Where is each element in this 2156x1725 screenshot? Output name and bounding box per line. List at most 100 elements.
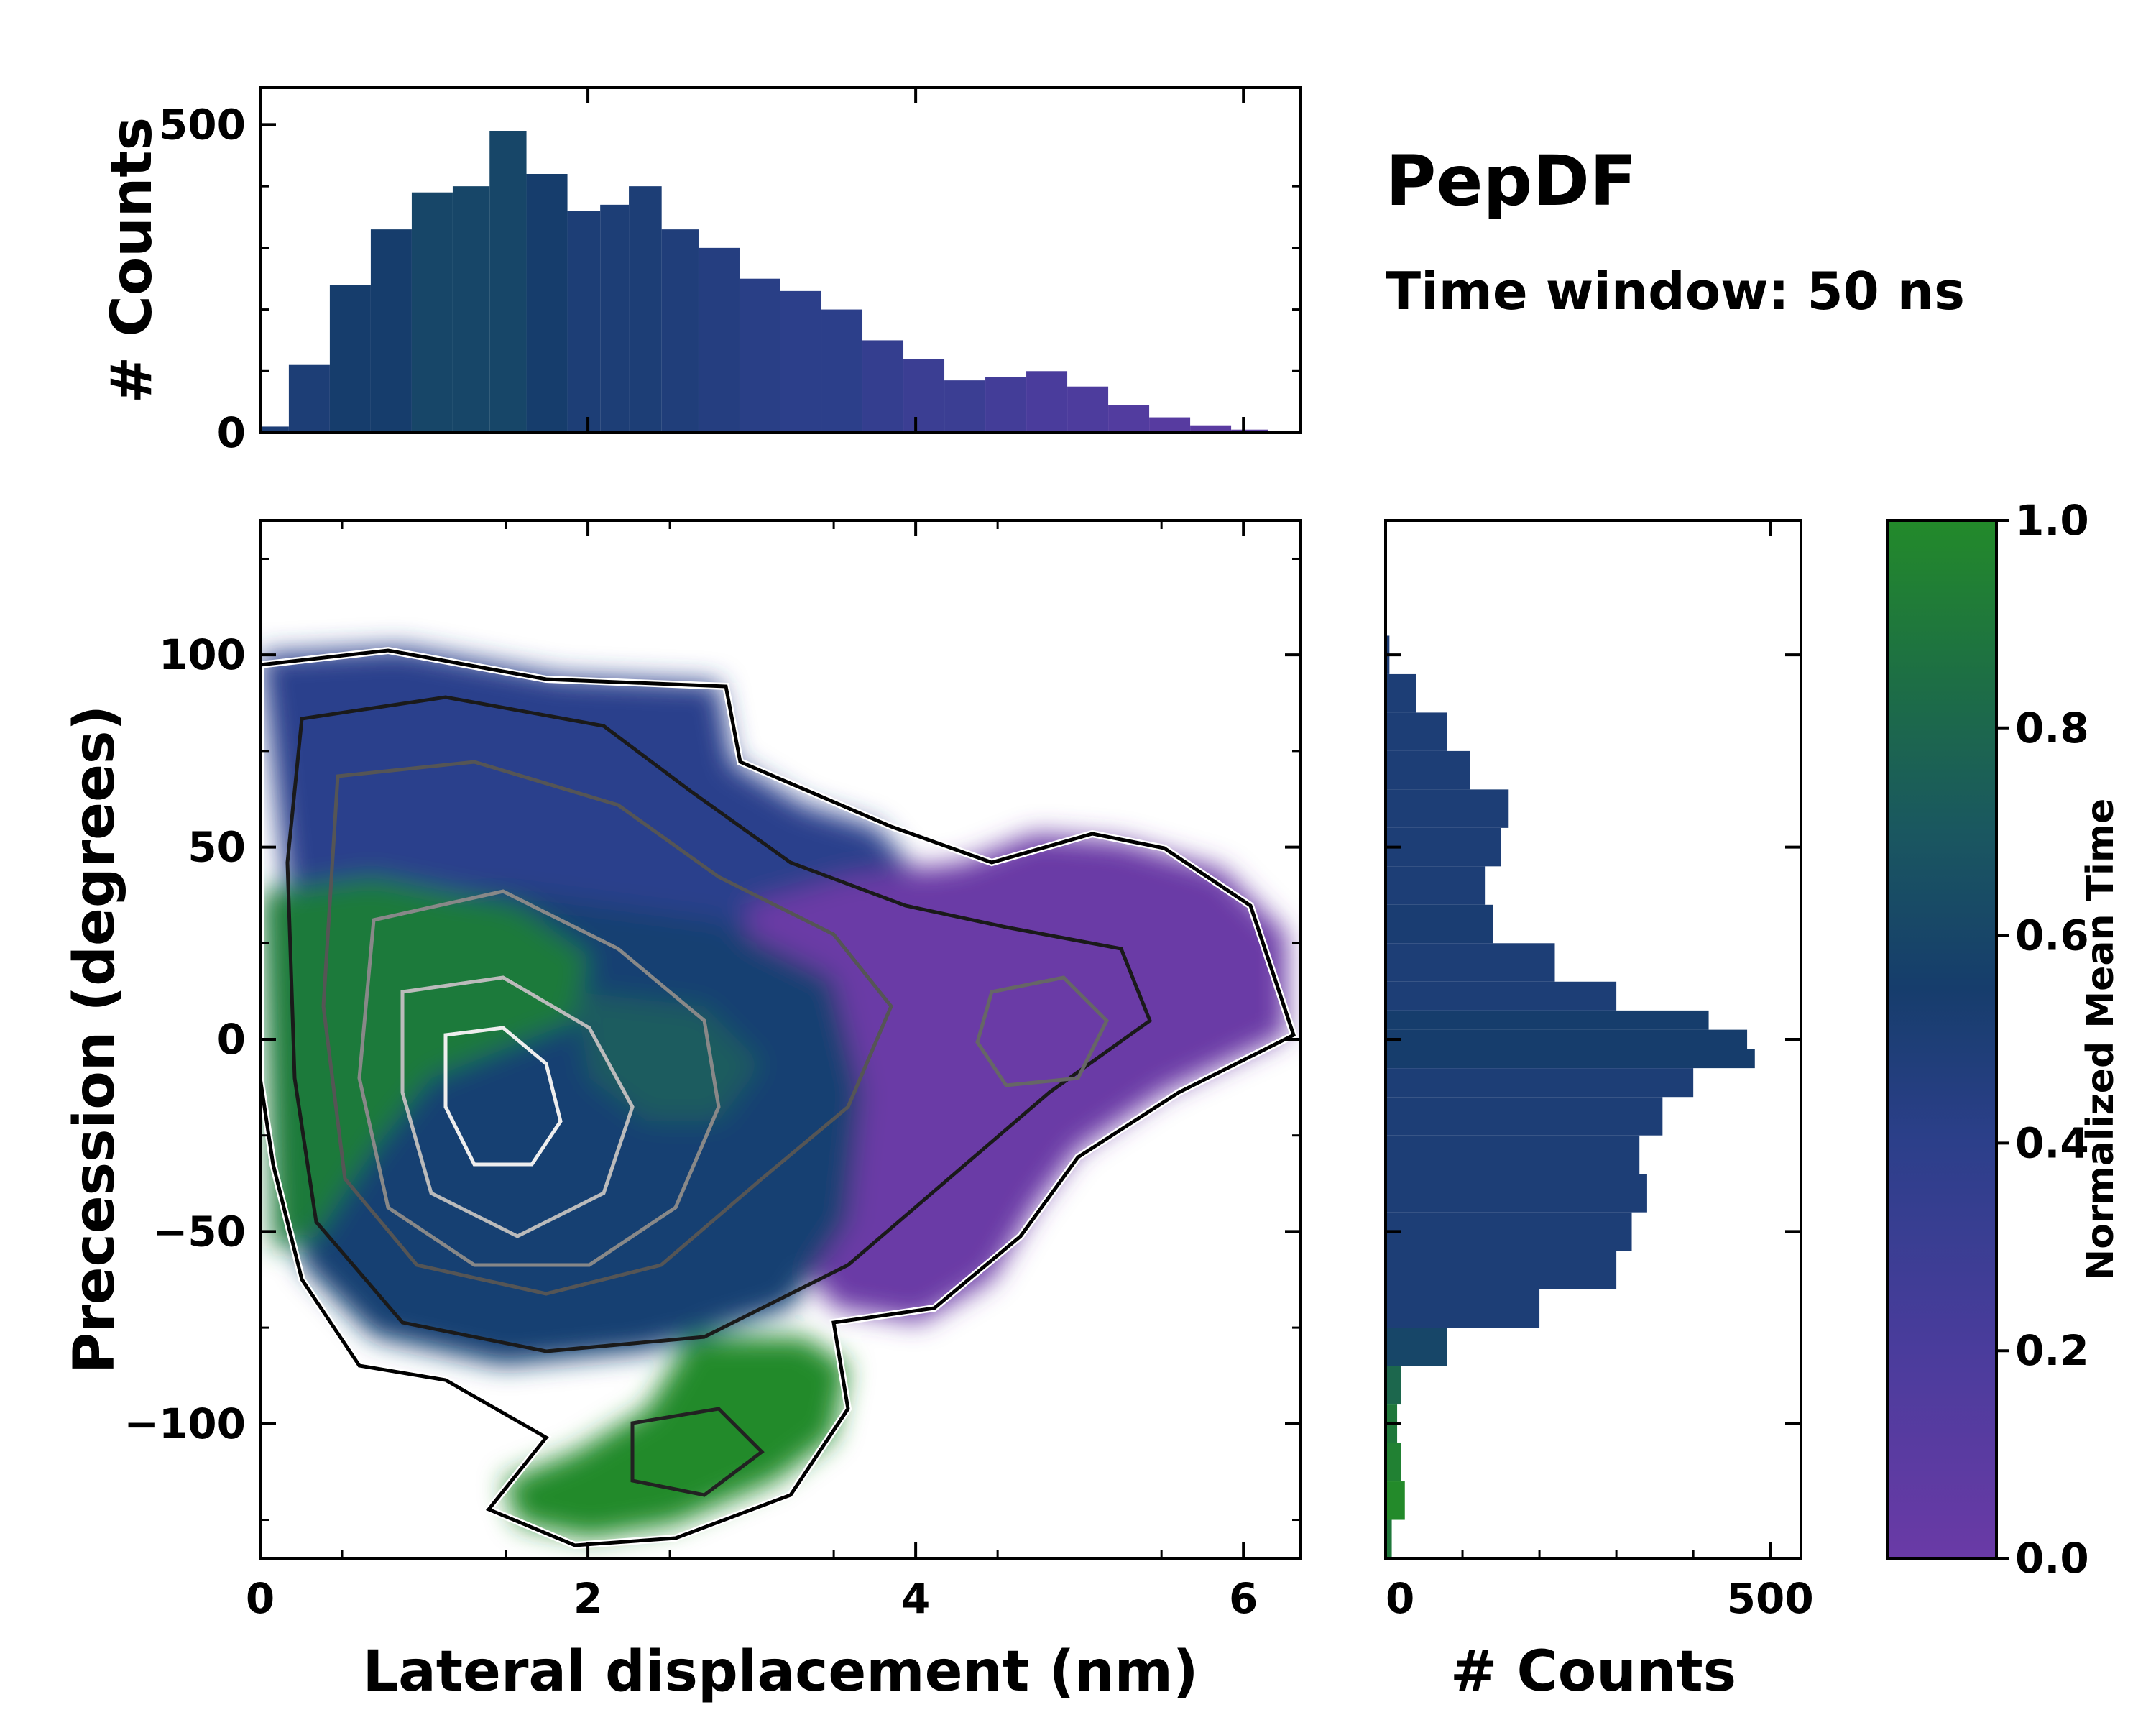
- contour-outer-black: [260, 648, 1296, 1547]
- heatmap-region-purple-tail: [747, 834, 1286, 1322]
- colorbar-label: Normalized Mean Time: [2079, 799, 2122, 1281]
- colorbar-tick-label: 0.8: [2015, 704, 2089, 753]
- right-histogram-bar: [1386, 1481, 1405, 1520]
- joint-ylabel: Precession (degrees): [63, 705, 127, 1374]
- x-tick-label: 4: [901, 1574, 930, 1623]
- colorbar-gradient: [1886, 519, 1998, 1560]
- x-tick-label: 6: [1229, 1574, 1258, 1623]
- right-histogram-bar: [1386, 1366, 1401, 1405]
- y-tick-label: 50: [188, 823, 246, 872]
- right-histogram-bar: [1386, 673, 1416, 713]
- top-histogram-bar: [862, 340, 904, 433]
- top-y-tick-label: 500: [159, 100, 246, 149]
- top-histogram: 0 500 # Counts: [100, 86, 1302, 457]
- right-histogram: 0 500 # Counts: [1384, 519, 1814, 1704]
- top-histogram-bar: [698, 247, 740, 433]
- top-y-tick-label: 0: [217, 408, 246, 457]
- top-histogram-bar: [600, 204, 630, 433]
- right-x-tick-label: 500: [1727, 1574, 1814, 1623]
- figure-title: PepDF: [1386, 141, 1636, 221]
- right-histogram-bar: [1386, 750, 1470, 790]
- y-tick-label: 100: [159, 630, 246, 679]
- right-histogram-bar: [1386, 1251, 1617, 1289]
- top-histogram-bar: [260, 426, 289, 433]
- right-histogram-bar: [1386, 1289, 1540, 1328]
- colorbar-tick-label: 1.0: [2015, 496, 2089, 545]
- contour-level-4: [357, 889, 721, 1267]
- heatmap-region-lower-green: [503, 1337, 848, 1538]
- top-histogram-bar: [1026, 371, 1068, 433]
- contour-purple-peak: [975, 975, 1110, 1087]
- figure-subtitle: Time window: 50 ns: [1386, 261, 1965, 321]
- y-tick-label: 0: [217, 1015, 246, 1064]
- top-histogram-bar: [526, 174, 568, 433]
- right-histogram-bar: [1386, 1049, 1755, 1069]
- colorbar-tick-label: 0.0: [2015, 1534, 2089, 1583]
- top-histogram-bar: [288, 364, 330, 433]
- y-tick-label: −100: [124, 1399, 246, 1448]
- top-histogram-bar: [1149, 417, 1191, 433]
- right-histogram-bar: [1386, 1443, 1401, 1482]
- top-histogram-ylabel: # Counts: [100, 117, 165, 403]
- right-histogram-bar: [1386, 789, 1509, 828]
- colorbar-tick-label: 0.2: [2015, 1326, 2089, 1375]
- top-histogram-bar: [452, 186, 490, 433]
- top-histogram-bars: [260, 131, 1268, 433]
- colorbar-tick-label: 0.4: [2015, 1118, 2089, 1167]
- right-histogram-bar: [1386, 1097, 1663, 1136]
- top-histogram-bar: [661, 229, 699, 433]
- top-histogram-bar: [1108, 405, 1150, 433]
- right-histogram-bar: [1386, 943, 1555, 982]
- right-histogram-ticks: 0 500: [1384, 520, 1814, 1623]
- right-histogram-bar: [1386, 1010, 1709, 1030]
- right-histogram-bar: [1386, 1174, 1647, 1213]
- right-histogram-bar: [1386, 712, 1447, 751]
- right-histogram-bar: [1386, 827, 1501, 867]
- colorbar-ticks: 0.0 0.2 0.4 0.6 0.8 1.0: [1996, 496, 2089, 1583]
- top-histogram-bar: [903, 359, 945, 433]
- contour-lines: [260, 646, 1299, 1550]
- top-histogram-bar: [411, 192, 453, 433]
- y-tick-label: −50: [153, 1207, 246, 1256]
- top-histogram-bar: [1067, 386, 1109, 433]
- top-histogram-bar: [739, 278, 780, 433]
- right-histogram-bar: [1386, 866, 1486, 905]
- top-histogram-bar: [567, 211, 601, 433]
- top-histogram-frame: [259, 86, 1302, 434]
- contour-level-3: [321, 760, 893, 1296]
- contour-level-2: [285, 695, 1153, 1353]
- top-histogram-bar: [329, 285, 371, 433]
- x-tick-label: 2: [573, 1574, 602, 1623]
- contour-level-5: [400, 975, 635, 1238]
- contour-peak: [443, 1026, 563, 1167]
- right-histogram-xlabel: # Counts: [1450, 1639, 1736, 1704]
- colorbar-tick-label: 0.6: [2015, 911, 2089, 960]
- top-histogram-bar: [370, 229, 412, 433]
- top-histogram-ticks: 0 500: [159, 88, 1301, 457]
- joint-heatmap: [260, 646, 1299, 1550]
- top-histogram-bar: [985, 377, 1027, 433]
- right-histogram-bar: [1386, 1029, 1748, 1049]
- right-histogram-bar: [1386, 1212, 1632, 1251]
- joint-plot-ticks: 0 2 4 6 −100 −50 0 50 100: [124, 520, 1301, 1623]
- colorbar: 0.0 0.2 0.4 0.6 0.8 1.0 Normalized Mean Time: [1886, 496, 2122, 1583]
- x-tick-label: 0: [246, 1574, 275, 1623]
- top-histogram-bar: [821, 309, 863, 433]
- right-histogram-bar: [1386, 1519, 1392, 1558]
- top-histogram-bar: [489, 131, 527, 433]
- right-histogram-bar: [1386, 981, 1617, 1011]
- right-x-tick-label: 0: [1386, 1574, 1414, 1623]
- right-histogram-bar: [1386, 904, 1493, 944]
- right-histogram-bars: [1386, 635, 1755, 1558]
- joint-plot: 0 2 4 6 −100 −50 0 50 100 Lateral displacement (…: [63, 519, 1302, 1704]
- right-histogram-bar: [1386, 1135, 1640, 1174]
- contour-green-lobe: [630, 1407, 765, 1497]
- right-histogram-bar: [1386, 1068, 1694, 1098]
- joint-xlabel: Lateral displacement (nm): [362, 1639, 1198, 1704]
- top-histogram-bar: [780, 290, 822, 433]
- top-histogram-bar: [1231, 429, 1268, 433]
- top-histogram-bar: [1190, 425, 1232, 433]
- top-histogram-bar: [629, 186, 662, 433]
- right-histogram-bar: [1386, 1328, 1447, 1366]
